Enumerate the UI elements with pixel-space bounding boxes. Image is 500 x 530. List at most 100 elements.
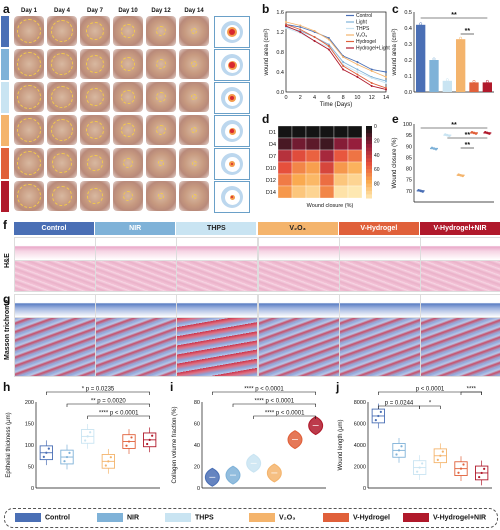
data-point xyxy=(299,31,302,33)
significance-label: ** xyxy=(465,142,471,149)
heatmap-cell xyxy=(305,161,321,175)
y-axis-label: Wound length (μm) xyxy=(338,419,344,470)
day-label: Day 7 xyxy=(86,8,103,14)
data-point xyxy=(416,470,419,473)
y-axis-label: Collagen volume fraction (%) xyxy=(172,406,178,483)
heatmap-cell xyxy=(319,185,335,199)
data-point xyxy=(370,85,373,87)
colorbar-tick: 20 xyxy=(374,138,380,144)
y-axis-label: wound area (cm²) xyxy=(264,28,270,76)
data-point xyxy=(461,174,464,178)
y-tick-label: 0.8 xyxy=(276,50,284,56)
colorbar-segment xyxy=(366,144,372,149)
sig-bracket xyxy=(419,405,441,409)
sig-bracket xyxy=(46,391,150,395)
colorbar-segment xyxy=(366,162,372,167)
data-point xyxy=(430,146,434,150)
data-point xyxy=(356,73,359,76)
data-point xyxy=(130,436,133,439)
heatmap-cell xyxy=(333,125,349,139)
histology-group-header: NIR xyxy=(95,222,176,235)
y-tick-label: 80 xyxy=(194,400,200,406)
histology-group-header: V-Hydrogel xyxy=(338,222,419,235)
wound-photo xyxy=(47,181,77,211)
bar-dot xyxy=(419,22,423,26)
panel-label-g: g xyxy=(3,292,11,306)
wound-photo xyxy=(80,82,110,112)
bar xyxy=(456,39,466,92)
histology-image xyxy=(338,294,421,318)
heatmap-cell xyxy=(305,125,321,139)
wound-photo xyxy=(14,82,44,112)
legend-item: V-Hydrogel xyxy=(323,513,390,522)
chart-b-wound-area-line: 0.0 0.4 0.8 1.2 1.6 0 2 4 6 8 10 12 14 Time (Days) wou… xyxy=(264,10,390,108)
data-point xyxy=(444,133,447,136)
significance-label: p < 0.0001 xyxy=(416,387,445,393)
histology-image xyxy=(176,294,259,318)
heatmap-row-label: D10 xyxy=(266,166,276,172)
legend-label: THPS xyxy=(195,514,214,522)
wound-photo xyxy=(113,16,143,46)
legend-label: V₂O₃ xyxy=(356,33,367,39)
heatmap-cell xyxy=(277,173,293,187)
data-point xyxy=(327,45,330,47)
heatmap-cell xyxy=(319,161,335,175)
significance-label: ** xyxy=(465,132,471,139)
legend-label: Light xyxy=(356,20,367,26)
data-point xyxy=(385,88,387,91)
wound-photo xyxy=(47,82,77,112)
histology-group-header: Control xyxy=(14,222,94,235)
panel-label-e: e xyxy=(392,112,399,126)
legend-label: V-Hydrogel+NIR xyxy=(433,514,487,522)
data-point xyxy=(327,43,330,46)
data-point xyxy=(313,36,316,38)
sig-bracket xyxy=(253,415,316,419)
bar-dot xyxy=(459,36,463,40)
histology-group-header: V-Hydrogel+NIR xyxy=(420,222,500,235)
data-point xyxy=(148,438,151,441)
bar-dot xyxy=(445,78,449,82)
chart-e-closure-scatter: 70 75 80 85 90 95 100 Wound closure (%) ** ** ** xyxy=(392,122,494,203)
y-tick-label: 0.0 xyxy=(276,90,284,96)
bar-dot xyxy=(472,79,476,83)
wound-photo xyxy=(14,181,44,211)
data-point xyxy=(488,132,491,135)
legend-item: V₂O₃ xyxy=(249,513,295,522)
x-tick-label: 10 xyxy=(354,95,360,101)
row-label-masson: Masson trichrome xyxy=(4,299,11,360)
group-color-bar xyxy=(1,49,9,80)
data-point xyxy=(356,71,359,73)
y-tick-label: 0.0 xyxy=(404,90,412,96)
histology-image xyxy=(338,237,421,261)
row-label-he: H&E xyxy=(4,253,11,268)
colorbar-segment xyxy=(366,172,372,177)
data-point xyxy=(107,460,110,463)
group-color-bar xyxy=(1,16,9,47)
data-point xyxy=(151,434,154,437)
y-tick-label: 100 xyxy=(25,443,34,449)
day-label: Day 14 xyxy=(184,8,204,14)
data-point xyxy=(86,435,89,438)
data-point xyxy=(356,76,359,78)
series-line xyxy=(285,21,387,78)
group-legend: Control NIR THPS V₂O₃ V-Hydrogel V-Hydrogel+N… xyxy=(4,508,498,528)
legend-label: Hydrogel xyxy=(356,39,376,45)
wound-schematic xyxy=(214,82,250,114)
histology-image xyxy=(95,317,178,377)
significance-label: ** p = 0.0020 xyxy=(91,399,127,405)
panel-label-b: b xyxy=(262,2,270,16)
colorbar-segment xyxy=(366,136,372,141)
y-tick-label: 0.4 xyxy=(276,70,284,76)
data-point xyxy=(299,28,302,31)
heatmap-cell xyxy=(305,173,321,187)
series-line xyxy=(285,24,387,73)
data-point xyxy=(342,68,345,71)
chart-h-epithelial-thickness: 0 50 100 150 200 Epithelial thickness (μm) * p… xyxy=(6,387,160,492)
histology-image xyxy=(176,237,259,261)
data-point xyxy=(285,23,287,26)
panel-label-h: h xyxy=(3,380,11,394)
heatmap-cell xyxy=(347,161,363,175)
histology-group-header: V₂O₃ xyxy=(257,222,338,235)
legend-label: V-Hydrogel xyxy=(353,514,390,522)
chart-j-wound-length: 0 2000 4000 6000 8000 Wound length (μm) p < 0.… xyxy=(338,387,492,492)
